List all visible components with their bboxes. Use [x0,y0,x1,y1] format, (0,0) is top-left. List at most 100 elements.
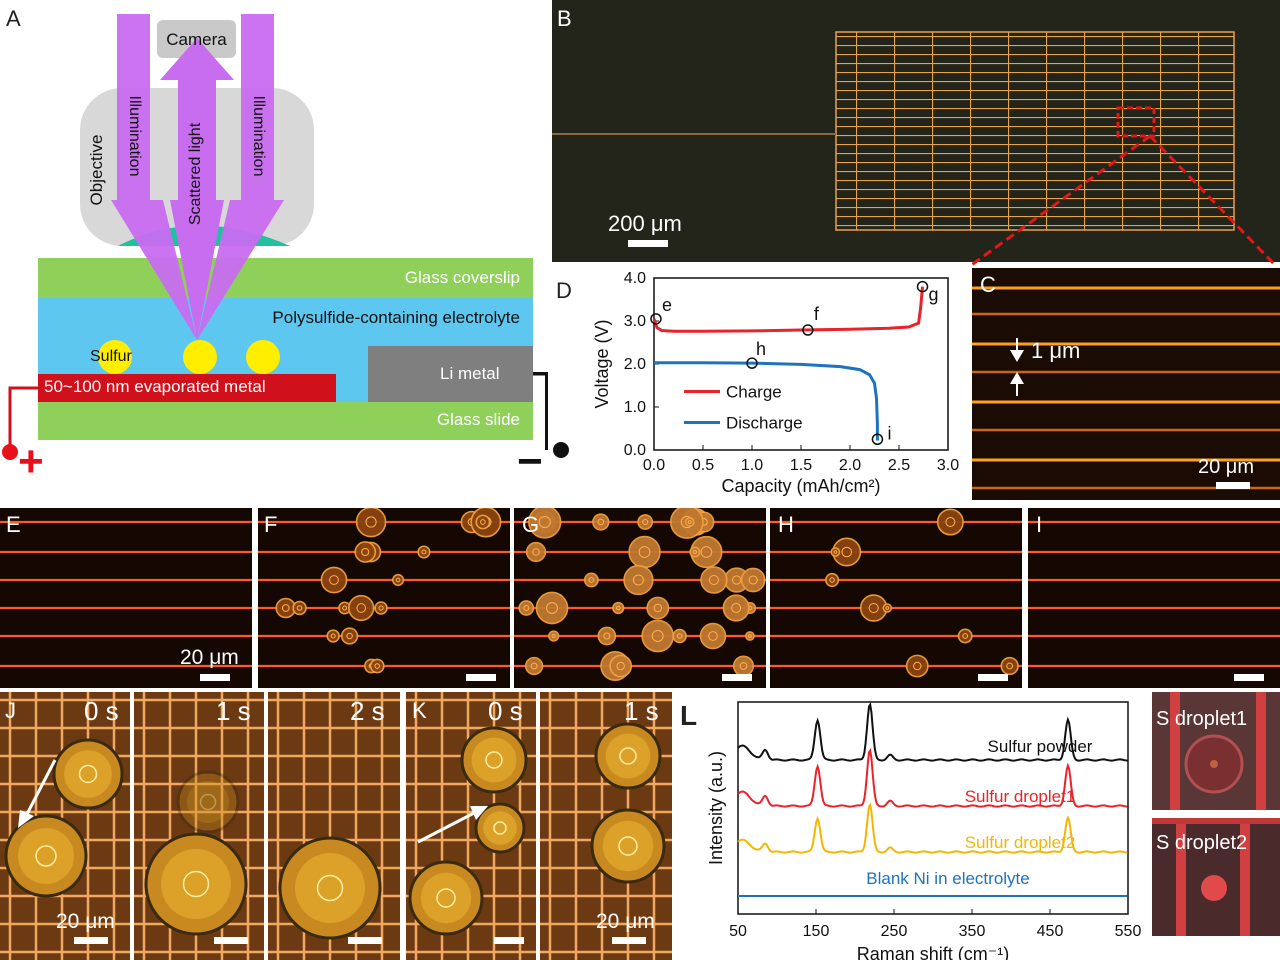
sulfur-droplet [957,628,973,644]
droplet-core [651,630,664,642]
droplet-core [480,519,486,525]
plus-sign: + [18,437,44,486]
li-metal [368,346,533,402]
droplet-core [78,764,98,784]
motion-arrow-k [417,806,488,844]
droplet-core [532,548,540,556]
y-tick-label: 4.0 [624,270,646,287]
droplet-core [523,605,530,611]
sulfur-droplet [672,628,687,644]
metal-label: 50~100 nm evaporated metal [44,377,266,396]
sulfur-droplet [597,626,617,646]
droplet-core [316,874,344,902]
glass-coverslip-label: Glass coverslip [404,268,520,287]
droplet-core [676,633,683,639]
x-tick-label: 0.0 [643,457,665,474]
illumination-beam-right [197,14,284,340]
sulfur-droplet [524,656,544,676]
scattered-light-beam [160,38,234,340]
s-droplet2-image [1152,818,1280,936]
droplet-core [378,605,384,611]
terminal-plus [2,444,18,460]
sulfur-droplet [326,629,340,643]
glass-coverslip-layer [38,258,533,298]
s-droplet1-image [1152,692,1280,810]
droplet-core [436,888,456,908]
metal-electrode [38,374,336,402]
droplet-core [530,662,538,670]
droplet-core [329,575,339,585]
terminal-minus [553,442,569,458]
panel-j-2s [268,692,400,960]
droplet-core [356,603,367,613]
x-tick-label: 550 [1115,923,1142,940]
x-tick-label: 250 [881,923,908,940]
raman-series [737,802,1128,854]
panel-label-b: B [557,6,572,31]
droplet-inner [420,872,472,924]
droplet-core [841,546,853,558]
scale-bar-i [1234,674,1264,681]
sulfur-droplet [628,535,661,569]
gap-arrows [1010,338,1024,396]
droplet-core [731,603,742,613]
sulfur-droplet [722,594,750,622]
sulfur-droplet [369,658,385,674]
x-tick-label: 450 [1037,923,1064,940]
x-tick-label: 2.0 [839,457,861,474]
panel-label-a: A [6,6,21,31]
sulfur-droplet [744,631,755,641]
panel-i-image [1028,508,1280,688]
camera-label: Camera [166,30,227,49]
panel-label-d: D [556,278,572,303]
droplet-inner [18,828,74,884]
droplet-core [829,577,835,583]
droplet-core [708,631,718,641]
droplet-core [361,547,370,557]
y-axis-label: Voltage (V) [592,319,612,408]
droplet-core [833,550,838,554]
panel-e-image [0,508,252,688]
scale-bar-j-label: 20 μm [56,910,115,933]
droplet-core [281,604,290,612]
series-line-discharge [654,361,879,441]
panel-f-image [258,508,510,688]
sulfur-droplet [646,596,670,620]
sulfur-droplet [830,547,841,557]
sulfur-droplet [475,514,491,530]
illumination-beam-left [111,14,197,340]
illumination-label-right: Illumination [250,95,267,177]
droplet-core [421,549,427,555]
x-tick-label: 1.5 [790,457,812,474]
series-line-charge [652,286,924,333]
sulfur-droplet [583,572,599,588]
y-tick-label: 2.0 [624,356,646,373]
sulfur-droplet [740,567,766,593]
raman-series [737,701,1128,762]
sulfur-droplet [548,630,560,642]
sulfur-droplet [292,600,307,616]
series-label: Sulfur droplet2 [965,833,1076,852]
raman-series [737,747,1128,808]
droplet-core [546,602,558,614]
scale-bar-c-label: 20 μm [1198,456,1254,478]
illumination-label-left: Illumination [126,95,143,177]
sulfur-droplet [684,517,695,527]
sulfur-droplet [525,541,547,563]
sulfur-droplet [1000,656,1019,676]
sulfur-droplet [700,566,728,594]
panel-k-1s [540,692,672,960]
droplet-inner [483,811,517,845]
sulfur-droplet [176,770,240,834]
sulfur-droplet [246,340,280,374]
panel-label-l: L [680,700,698,731]
panel-g-image [514,508,766,688]
scale-bar-b [628,240,668,247]
s-droplet2-label: S droplet2 [1156,832,1248,854]
scale-bar-c [1216,482,1250,489]
sulfur-droplet [609,654,633,678]
scale-bar-j1 [214,937,248,944]
motion-arrow-j [18,759,57,828]
panel-label-e: E [6,512,21,537]
y-tick-label: 3.0 [624,313,646,330]
